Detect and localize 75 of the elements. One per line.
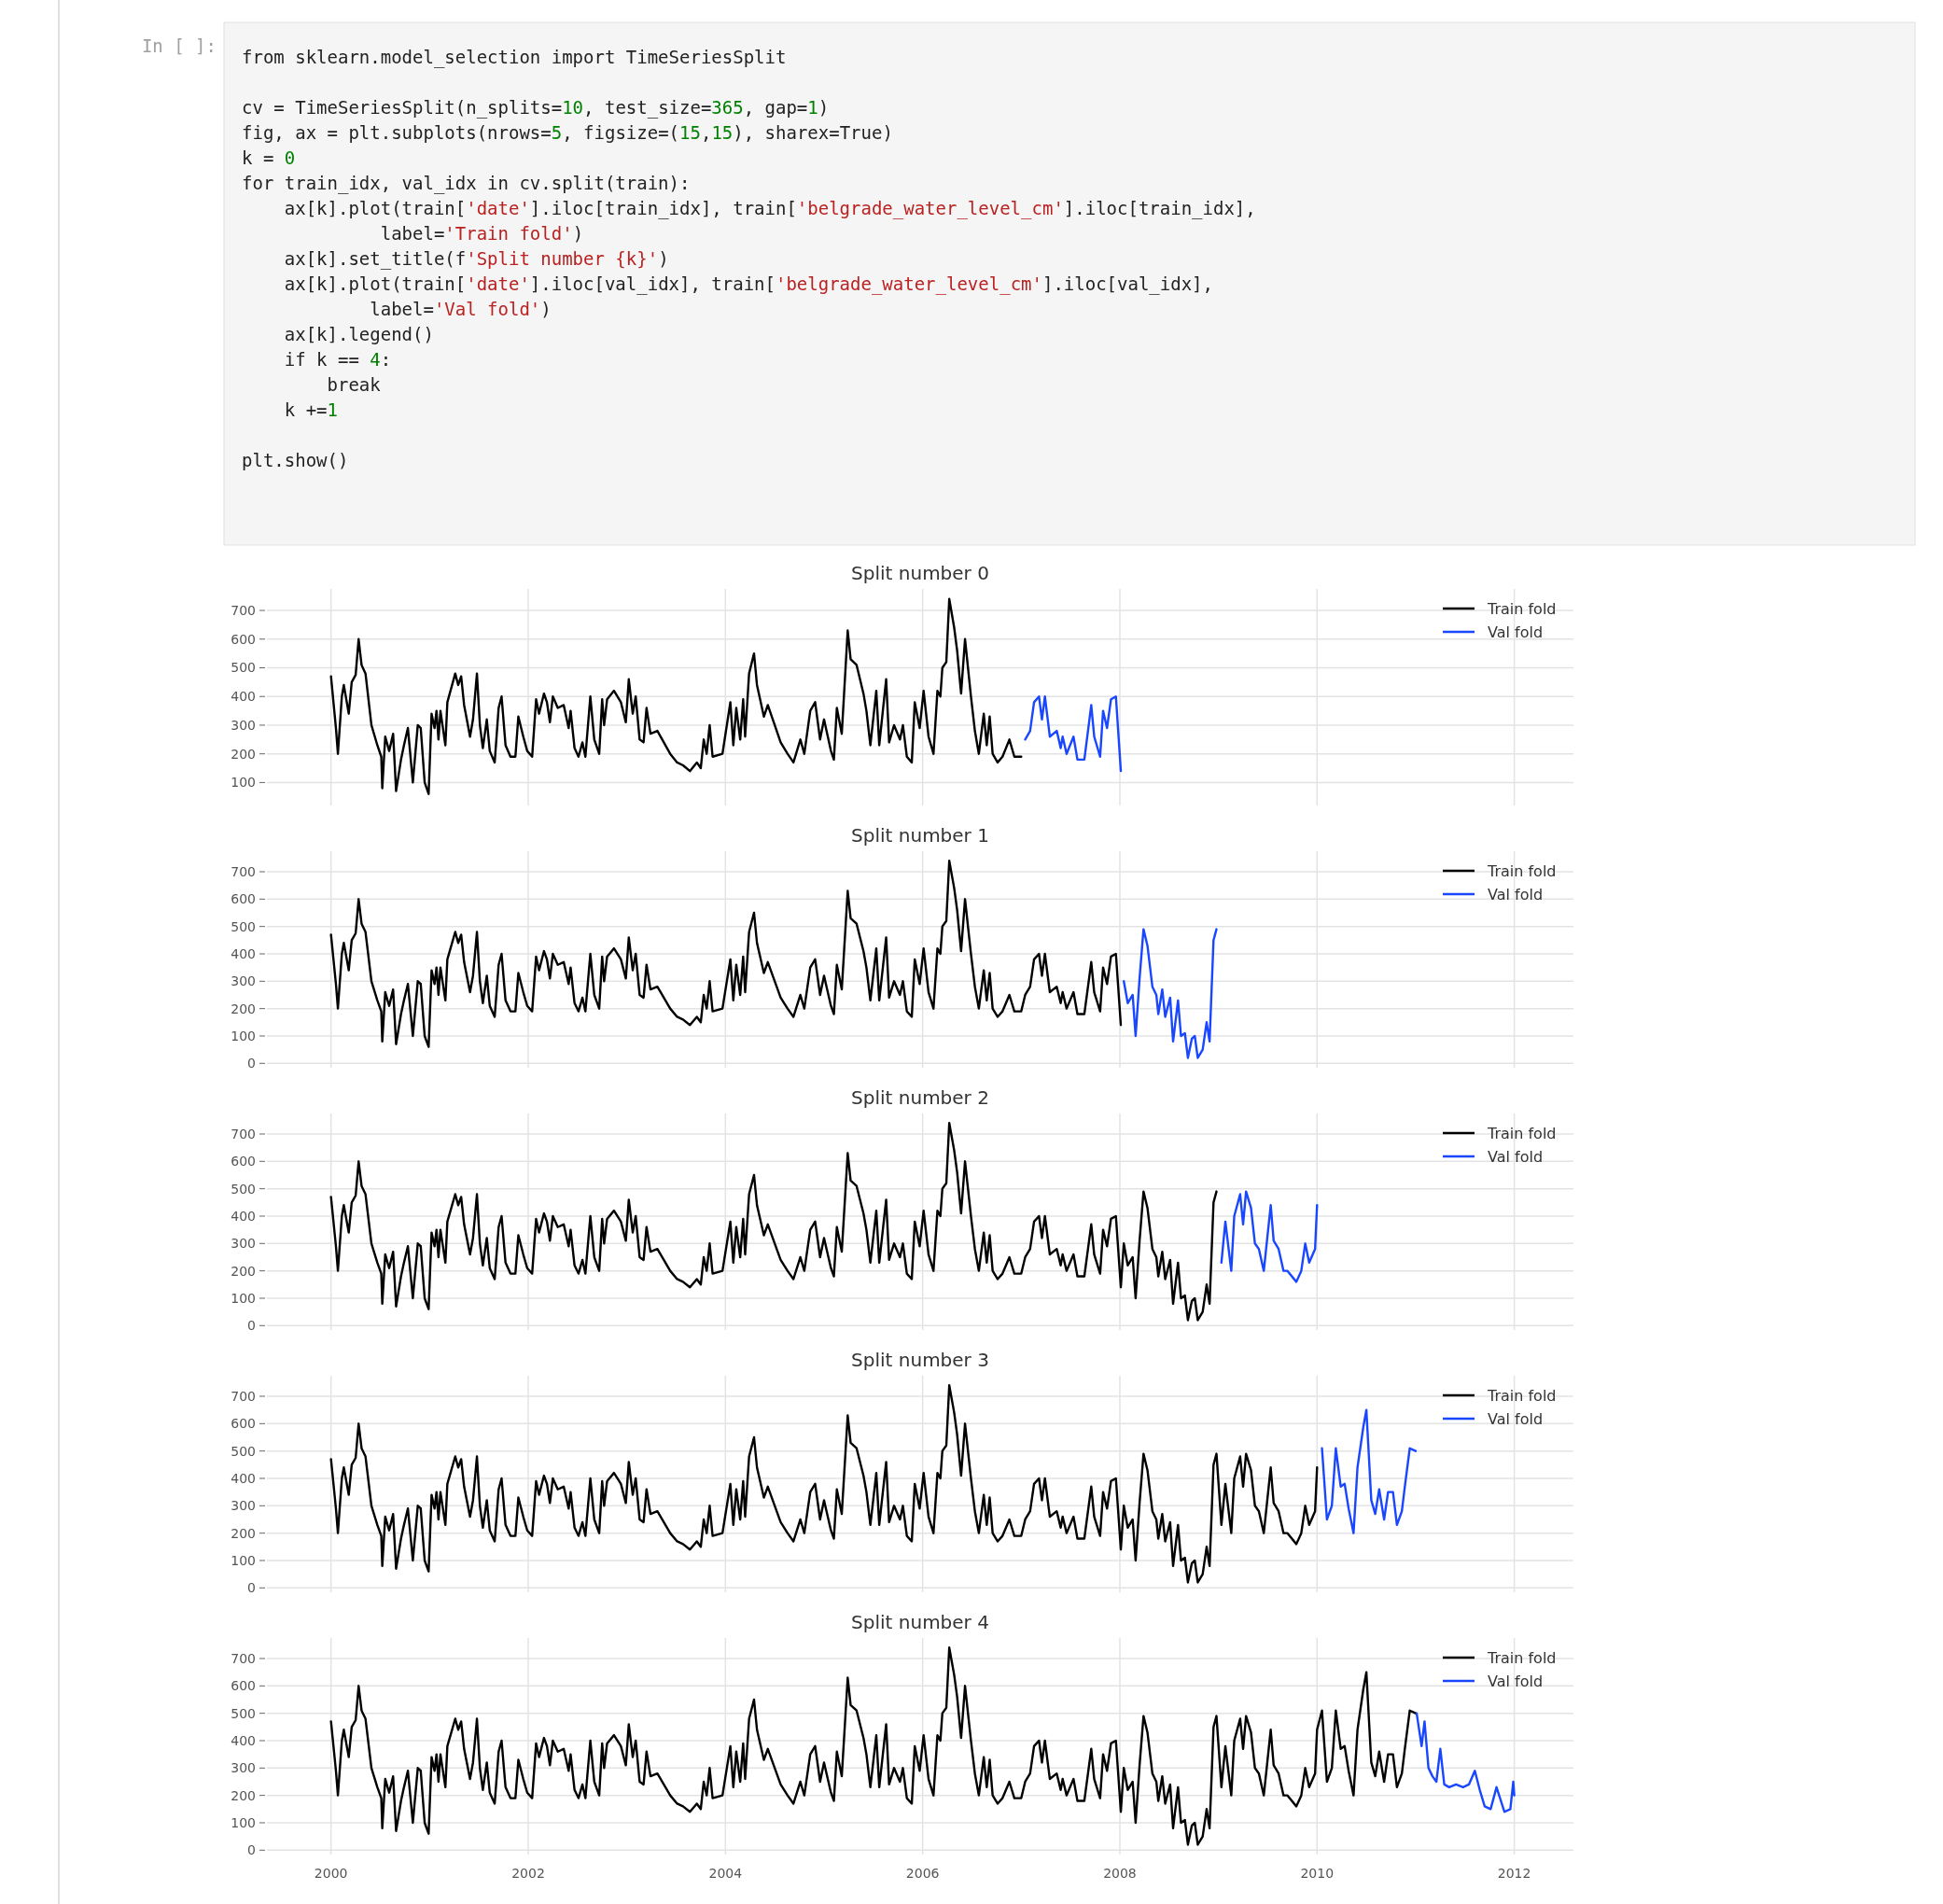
text: cv = TimeSeriesSplit(n_splits=10, test_size=365, gap=1) fig, ax = plt.subplots(nrows=5, figsize=(15,15), sharex=True) k = 0 for train_idx, val_idx in cv.split(train): ax[k].plot(train['date'].iloc[train_idx], train['belgrade_water_level_cm'].iloc[train_idx], label='Train fold') ax[k].set_title(f'Split number {k}') ax[k].plot(train['date'].iloc[val_idx], train['belgrade_water_level_cm'].iloc[val_idx], label='Val fold') ax[k].legend() if k == 4: break k +=1: [242, 97, 1256, 420]
line-series: [1220, 1190, 1319, 1283]
y-tick-label: 100: [231, 1552, 256, 1568]
y-tick-label: 500: [231, 1443, 256, 1459]
y-tick-label: 400: [231, 1208, 256, 1224]
y-tick-label: 700: [231, 1126, 256, 1141]
legend-label: Train fold: [1487, 1386, 1557, 1405]
y-tick-label: 500: [231, 918, 256, 934]
y-tick-label: 100: [231, 1290, 256, 1306]
y-tick-label: 700: [231, 1388, 256, 1404]
y-tick-label: 300: [231, 1236, 256, 1252]
legend-label: Val fold: [1488, 1409, 1544, 1428]
legend-label: Train fold: [1487, 1124, 1557, 1142]
x-tick-label: 2002: [511, 1866, 545, 1881]
chart-title: Split number 4: [851, 1611, 989, 1633]
chart-title: Split number 3: [851, 1349, 989, 1371]
text: plt.show(): [242, 450, 349, 470]
x-tick-label: 2012: [1497, 1866, 1531, 1881]
line-series: [329, 1646, 1418, 1846]
y-tick-label: 200: [231, 1001, 256, 1016]
x-tick-label: 2006: [905, 1866, 940, 1881]
legend-label: Val fold: [1488, 1147, 1544, 1166]
y-tick-label: 500: [231, 1181, 256, 1197]
text: from sklearn.model_selection import TimeSeriesSplit: [242, 47, 787, 68]
y-tick-label: 400: [231, 1470, 256, 1486]
line-series: [329, 860, 1123, 1048]
y-tick-label: 0: [247, 1580, 256, 1596]
legend-label: Train fold: [1487, 1648, 1557, 1667]
chart-title: Split number 0: [851, 562, 989, 584]
y-tick-label: 300: [231, 717, 256, 733]
y-tick-label: 400: [231, 1732, 256, 1748]
y-tick-label: 600: [231, 1416, 256, 1432]
line-series: [329, 1122, 1218, 1322]
legend-label: Val fold: [1488, 1672, 1544, 1690]
y-tick-label: 0: [247, 1318, 256, 1334]
x-tick-label: 2000: [314, 1866, 348, 1881]
line-series: [1122, 928, 1218, 1059]
x-tick-label: 2010: [1300, 1866, 1335, 1881]
legend-label: Train fold: [1487, 861, 1557, 880]
y-tick-label: 300: [231, 1498, 256, 1514]
chart-title: Split number 2: [851, 1086, 989, 1109]
y-tick-label: 400: [231, 945, 256, 961]
y-tick-label: 600: [231, 1678, 256, 1694]
y-tick-label: 100: [231, 775, 256, 791]
x-tick-label: 2004: [708, 1866, 743, 1881]
y-tick-label: 100: [231, 1814, 256, 1830]
text: In [ ]:: [141, 35, 217, 56]
line-series: [329, 1384, 1319, 1584]
line-series: [1024, 695, 1123, 773]
line-series: [1321, 1408, 1418, 1534]
y-tick-label: 600: [231, 631, 256, 647]
y-tick-label: 500: [231, 660, 256, 676]
y-tick-label: 600: [231, 891, 256, 907]
y-tick-label: 700: [231, 863, 256, 879]
y-tick-label: 0: [247, 1056, 256, 1071]
y-tick-label: 200: [231, 1787, 256, 1803]
legend-label: Val fold: [1488, 885, 1544, 903]
y-tick-label: 700: [231, 602, 256, 618]
y-tick-label: 700: [231, 1650, 256, 1666]
y-tick-label: 300: [231, 973, 256, 989]
y-tick-label: 300: [231, 1760, 256, 1776]
y-tick-label: 200: [231, 1525, 256, 1541]
chart-title: Split number 1: [851, 824, 989, 847]
y-tick-label: 200: [231, 746, 256, 762]
y-tick-label: 600: [231, 1154, 256, 1169]
y-tick-label: 200: [231, 1263, 256, 1279]
y-tick-label: 0: [247, 1842, 256, 1858]
y-tick-label: 400: [231, 689, 256, 705]
legend-label: Val fold: [1488, 623, 1544, 641]
x-tick-label: 2008: [1103, 1866, 1137, 1881]
line-series: [329, 597, 1023, 795]
y-tick-label: 100: [231, 1028, 256, 1043]
legend-label: Train fold: [1487, 599, 1557, 618]
line-series: [1415, 1712, 1516, 1813]
y-tick-label: 500: [231, 1705, 256, 1721]
